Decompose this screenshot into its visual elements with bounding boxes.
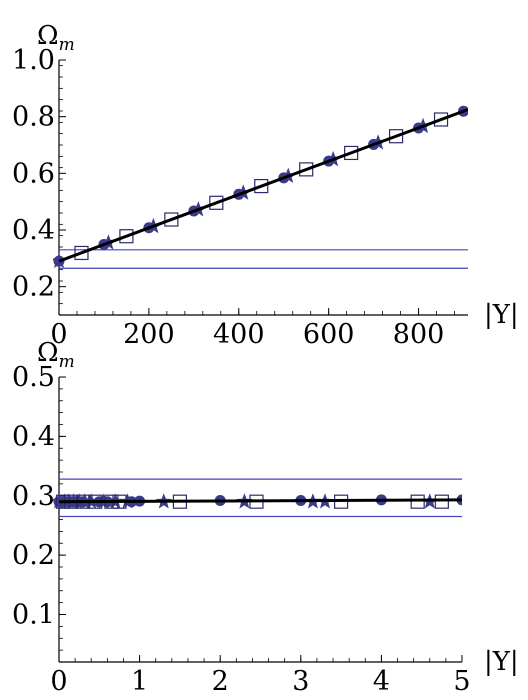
data-point-square (433, 112, 449, 127)
x-axis-title: |Y| (484, 647, 519, 677)
data-point-square (410, 494, 425, 509)
fit-line (58, 498, 462, 504)
x-tick-label: 3 (292, 666, 309, 697)
plot-area (53, 105, 468, 269)
fit-line (58, 108, 468, 263)
y-tick-label: 0.4 (12, 215, 55, 246)
x-tick-label: 0 (50, 666, 67, 697)
y-tick-label: 0.5 (12, 362, 55, 393)
data-point-square (164, 212, 179, 227)
y-axis-title: Ωm (37, 21, 75, 55)
data-point-square (299, 162, 314, 177)
x-tick-label: 0 (50, 319, 67, 350)
data-point-square (434, 494, 449, 509)
x-tick-label: 600 (303, 319, 355, 350)
data-point-square (344, 145, 359, 161)
x-tick-label: 5 (453, 666, 470, 697)
y-axis-title-main: Ω (37, 21, 59, 51)
x-axis-title: |Y| (484, 300, 519, 330)
x-tick-label: 800 (393, 319, 445, 350)
y-axis-title: Ωm (37, 338, 75, 372)
data-point-square (74, 245, 89, 261)
x-tick-label: 2 (212, 666, 229, 697)
y-tick-label: 0.2 (12, 540, 55, 571)
chart-panel-top: 0 200 400 600 800 0.2 0.4 0.6 0.8 1.0Ωm |Y| (12, 21, 519, 350)
x-tick-label: 1 (131, 666, 148, 697)
y-tick-label: 0.1 (12, 600, 55, 631)
y-axis-title-sub: m (59, 352, 75, 372)
plot-area (53, 478, 462, 518)
y-tick-label: 0.6 (12, 158, 55, 189)
x-tick-label: 4 (373, 666, 390, 697)
y-axis-title-sub: m (59, 35, 75, 55)
data-point-square (119, 229, 134, 244)
x-tick-label: 200 (123, 319, 175, 350)
y-tick-label: 1.0 (12, 45, 55, 76)
y-tick-label: 0.8 (12, 102, 55, 133)
y-tick-label: 0.3 (12, 481, 55, 512)
data-point-square (209, 195, 224, 210)
chart-panel-bottom: 0 1 2 3 4 5 0.1 0.2 0.3 0.4 0.5Ωm |Y| (12, 338, 519, 697)
y-tick-label: 0.4 (12, 421, 55, 452)
x-tick-label: 400 (213, 319, 265, 350)
data-point-square (254, 178, 269, 194)
data-point-square (388, 129, 404, 144)
y-axis-title-main: Ω (37, 338, 59, 368)
y-tick-label: 0.2 (12, 272, 55, 303)
